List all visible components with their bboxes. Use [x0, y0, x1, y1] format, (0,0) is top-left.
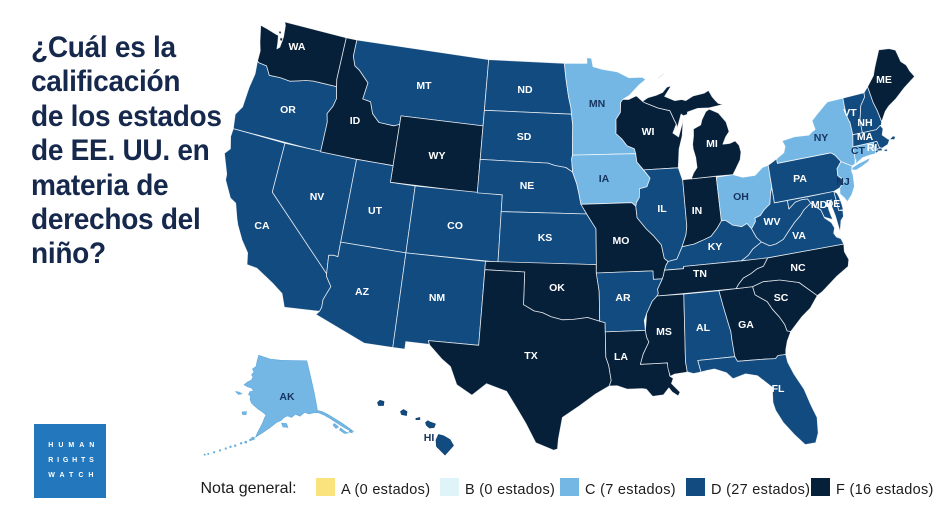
- svg-text:NM: NM: [429, 292, 446, 304]
- svg-text:GA: GA: [738, 319, 754, 331]
- svg-text:ID: ID: [350, 115, 361, 127]
- svg-text:IA: IA: [599, 173, 610, 185]
- svg-text:NV: NV: [310, 191, 325, 203]
- svg-text:MT: MT: [416, 80, 432, 92]
- svg-text:MI: MI: [706, 138, 718, 150]
- svg-text:SC: SC: [774, 292, 789, 304]
- svg-text:VT: VT: [843, 107, 857, 119]
- svg-text:FL: FL: [772, 383, 785, 395]
- svg-text:NE: NE: [520, 180, 535, 192]
- svg-text:CO: CO: [447, 220, 463, 232]
- svg-text:WI: WI: [642, 126, 655, 138]
- svg-text:VA: VA: [792, 230, 806, 242]
- svg-text:PA: PA: [793, 173, 807, 185]
- svg-text:OH: OH: [733, 191, 749, 203]
- svg-text:MA: MA: [857, 131, 874, 143]
- svg-text:AZ: AZ: [355, 286, 370, 298]
- svg-text:CT: CT: [851, 145, 866, 157]
- svg-text:MO: MO: [613, 235, 630, 247]
- svg-text:AL: AL: [696, 322, 711, 334]
- svg-text:HI: HI: [424, 432, 435, 444]
- svg-text:NJ: NJ: [836, 176, 850, 188]
- svg-text:OR: OR: [280, 104, 296, 116]
- svg-text:MN: MN: [589, 98, 605, 110]
- svg-text:RI: RI: [867, 142, 878, 154]
- svg-text:MS: MS: [656, 326, 672, 338]
- svg-text:KY: KY: [708, 241, 723, 253]
- svg-text:TN: TN: [693, 268, 707, 280]
- svg-text:WA: WA: [289, 41, 306, 53]
- svg-text:UT: UT: [368, 205, 383, 217]
- svg-text:AK: AK: [279, 391, 295, 403]
- svg-text:SD: SD: [517, 131, 532, 143]
- svg-text:IL: IL: [657, 203, 667, 215]
- svg-text:WV: WV: [764, 216, 781, 228]
- svg-text:IN: IN: [692, 205, 703, 217]
- svg-text:NH: NH: [857, 117, 872, 129]
- svg-text:LA: LA: [614, 351, 628, 363]
- svg-text:ME: ME: [876, 74, 892, 86]
- svg-text:MD: MD: [811, 199, 828, 211]
- svg-text:NC: NC: [790, 262, 806, 274]
- svg-text:TX: TX: [524, 350, 537, 362]
- svg-text:KS: KS: [538, 232, 553, 244]
- svg-text:NY: NY: [814, 132, 829, 144]
- svg-text:AR: AR: [615, 292, 631, 304]
- svg-text:DE: DE: [826, 198, 841, 210]
- svg-text:OK: OK: [549, 282, 565, 294]
- svg-text:ND: ND: [517, 84, 533, 96]
- svg-text:WY: WY: [429, 150, 446, 162]
- svg-text:CA: CA: [254, 220, 270, 232]
